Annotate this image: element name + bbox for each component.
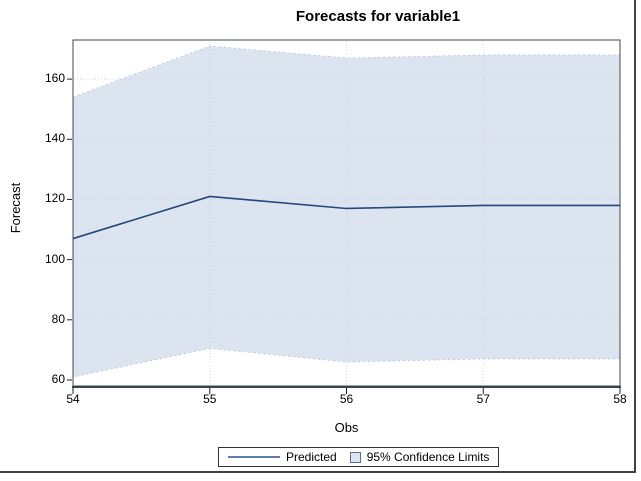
y-tick-label: 160: [44, 71, 65, 86]
x-tick-label: 57: [476, 392, 490, 406]
y-axis-label: Forecast: [8, 182, 23, 234]
x-tick-label: 58: [613, 392, 627, 406]
x-tick-label: 54: [66, 392, 80, 406]
y-tick-label: 60: [51, 371, 65, 386]
y-tick-label: 140: [44, 131, 65, 146]
band-upper-edge: [72, 45, 620, 98]
legend-box: Predicted 95% Confidence Limits: [218, 447, 500, 467]
band-lower-edge: [72, 347, 620, 378]
chart-title: Forecasts for variable1: [295, 8, 461, 25]
y-tick-label: 80: [51, 311, 65, 326]
y-tick-label: 100: [44, 251, 65, 266]
x-tick-label: 55: [203, 392, 217, 406]
legend-confidence-swatch-icon: [349, 451, 361, 463]
legend-predicted-label: Predicted: [286, 450, 337, 464]
predicted-line: [72, 195, 620, 240]
legend-predicted-line-icon: [228, 456, 280, 458]
x-tick-label: 56: [339, 392, 354, 406]
x-axis-label: Obs: [334, 420, 359, 435]
legend-confidence-label: 95% Confidence Limits: [366, 450, 490, 464]
y-tick-label: 120: [44, 191, 65, 206]
